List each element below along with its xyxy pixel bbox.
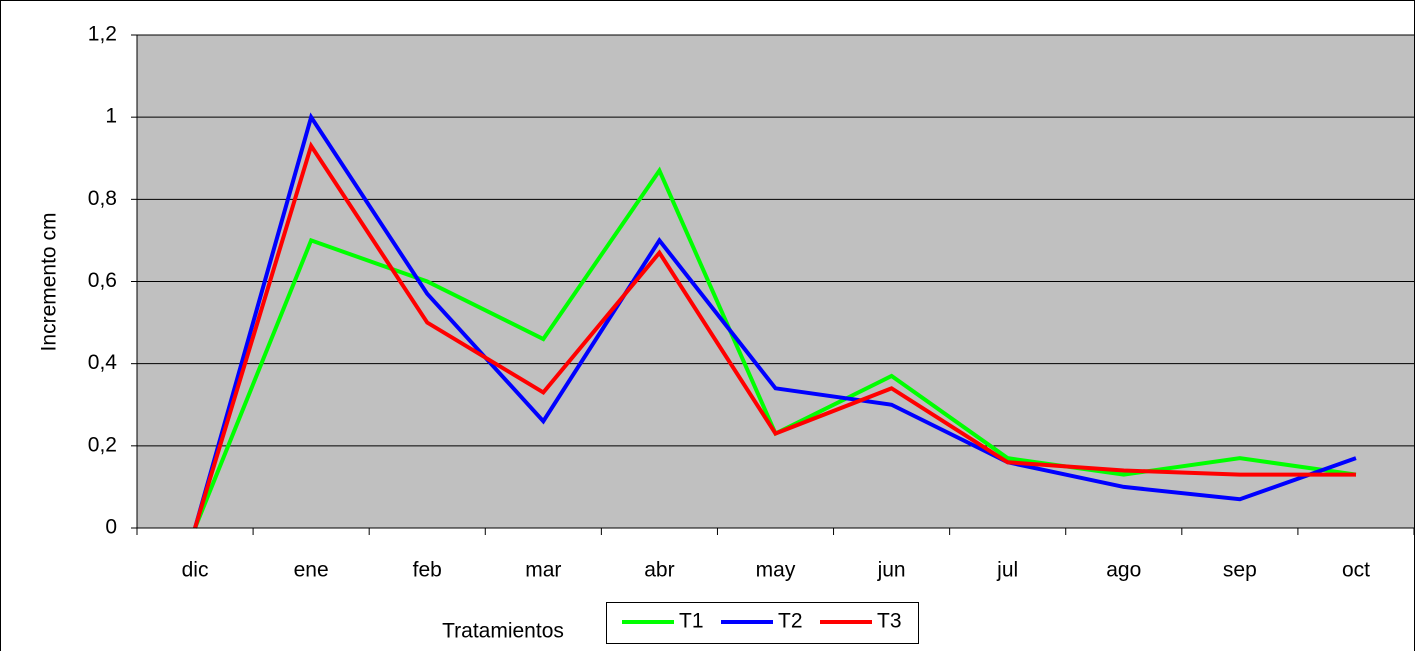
y-tick-label: 0,2 [88,433,117,456]
x-tick-label: jun [877,559,906,582]
x-tick-label: ene [294,559,329,582]
x-tick-label: may [756,559,796,582]
y-tick-label: 0,8 [88,187,117,210]
y-tick-label: 0,6 [88,269,117,292]
x-axis-title: Tratamientos [442,620,564,643]
series-line [193,141,1356,529]
x-tick-label: ago [1106,559,1141,582]
series-line [193,112,1357,529]
legend-label: T2 [778,610,803,633]
x-tick-label: abr [644,559,674,582]
y-tick-label: 1 [105,105,117,128]
legend-label: T3 [877,610,902,633]
legend-label: T1 [679,610,704,633]
x-tick-label: jul [996,559,1018,582]
y-tick-label: 0,4 [88,351,118,374]
x-tick-label: feb [413,559,442,582]
y-axis-title: Incremento cm [38,213,61,352]
x-tick-label: oct [1342,559,1370,582]
x-tick-label: sep [1223,559,1257,582]
y-tick-label: 1,2 [88,23,117,46]
x-tick-label: dic [182,559,209,582]
y-tick-label: 0 [105,516,117,539]
x-tick-label: mar [525,559,561,582]
